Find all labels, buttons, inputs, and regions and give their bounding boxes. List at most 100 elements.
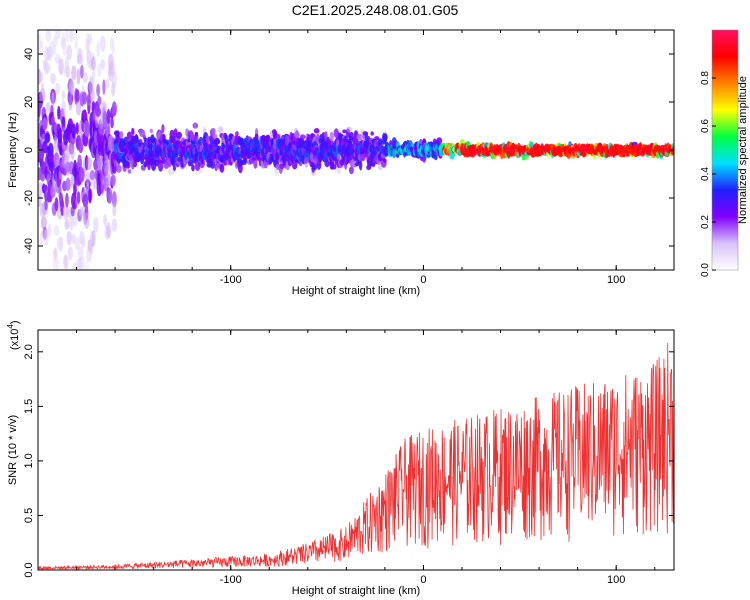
y-tick-label: 0.5 [23,508,35,523]
heatmap-cell [299,134,306,140]
heatmap-cell [91,68,96,84]
snr-series-line [38,343,674,570]
heatmap-cell [110,117,114,129]
heatmap-cell [80,64,84,79]
heatmap-cell [197,169,202,175]
heatmap-cell [88,188,92,204]
heatmap-cell [54,197,59,212]
heatmap-cell [38,71,44,83]
heatmap-cell [73,182,77,197]
heatmap-cell [99,35,106,52]
heatmap-cell [97,95,102,106]
heatmap-cell [52,44,57,56]
heatmap-cell [75,89,80,103]
heatmap-cell [79,167,85,183]
heatmap-cell [68,95,73,111]
colorbar-tick-label: 0.2 [700,215,711,229]
heatmap-y-ticks: -40 -20 0 20 40 [23,48,674,254]
heatmap-cell [111,71,117,89]
heatmap-cell [59,236,64,253]
heatmap-cell [336,167,342,175]
heatmap-cell [119,131,124,139]
heatmap-cell [62,42,67,56]
heatmap-cell [97,63,102,77]
heatmap-cell [66,176,70,192]
heatmap-cell [85,171,90,187]
heatmap-cell [47,223,52,237]
heatmap-cell [77,48,84,66]
colorbar-ticks: 0.0 0.2 0.4 0.6 0.8 [700,71,716,277]
snr-x-label: Height of straight line (km) [292,585,420,597]
heatmap-cell [106,222,111,239]
heatmap-cell [75,100,82,116]
heatmap-cell [116,164,122,173]
heatmap-cell [167,167,175,176]
chart-title: C2E1.2025.248.08.01.G05 [291,2,459,18]
heatmap-cell [64,30,69,43]
y-tick-label: 0.0 [23,562,35,577]
heatmap-cell [43,229,49,246]
heatmap-cell [358,160,363,171]
heatmap-cell [383,158,387,163]
heatmap-cell [76,68,81,85]
y-tick-label: 1.0 [23,453,35,468]
heatmap-cell [71,123,77,139]
y-tick-label: 20 [23,96,35,108]
heatmap-cell [91,56,96,71]
heatmap-cell [80,237,86,249]
colorbar-tick-label: 0.4 [700,167,711,181]
heatmap-cell [85,121,90,138]
heatmap-cell [218,126,224,134]
colorbar-label: Normalized spectral amplitude [737,76,749,224]
heatmap-cell [54,30,61,40]
heatmap-cell [50,73,56,84]
heatmap-cell [106,108,111,125]
heatmap-cell [107,187,113,204]
heatmap-cell [313,128,320,134]
heatmap-cell [55,82,61,95]
heatmap-cell [49,152,55,164]
snr-scale-label: (x104) [6,320,21,350]
colorbar-frame [711,29,739,271]
x-tick-label: -100 [220,574,242,586]
heatmap-cell [176,131,183,139]
heatmap-cell [157,163,164,170]
heatmap-cell [253,159,258,169]
heatmap-cell [45,30,52,43]
y-tick-label: 2.0 [23,344,35,359]
x-tick-label: 0 [420,574,426,586]
heatmap-cell [51,91,55,106]
heatmap-cell [44,198,48,211]
heatmap-cell [276,134,281,139]
heatmap-x-ticks: -100 0 100 [37,30,656,286]
heatmap-cell [83,260,90,270]
heatmap-cell [87,33,93,45]
heatmap-cell [102,111,108,128]
heatmap-cell [82,72,88,83]
heatmap-cell [66,206,73,218]
heatmap-cell [75,122,79,135]
heatmap-cell [38,182,43,199]
heatmap-cell [115,130,120,138]
heatmap-cell [161,124,165,134]
heatmap-cell [57,105,61,120]
heatmap-cell [39,39,44,57]
heatmap-cell [69,30,74,43]
colorbar-tick-label: 0.6 [700,119,711,133]
heatmap-cell [64,218,70,230]
heatmap-cell [89,87,95,104]
heatmap-cell [212,134,218,139]
colorbar: 0.0 0.2 0.4 0.6 0.8 Normalized spectral ampl… [700,29,749,277]
heatmap-cell [58,58,64,75]
heatmap-cell [72,214,78,227]
heatmap-cell [219,163,225,173]
heatmap-cell [191,164,195,172]
heatmap-cell [214,137,220,145]
heatmap-cell [112,203,117,217]
heatmap-cell [383,137,387,144]
x-tick-label: 0 [420,274,426,286]
heatmap-cell [57,127,63,144]
heatmap-cell [48,160,55,173]
heatmap-cell [60,100,66,118]
